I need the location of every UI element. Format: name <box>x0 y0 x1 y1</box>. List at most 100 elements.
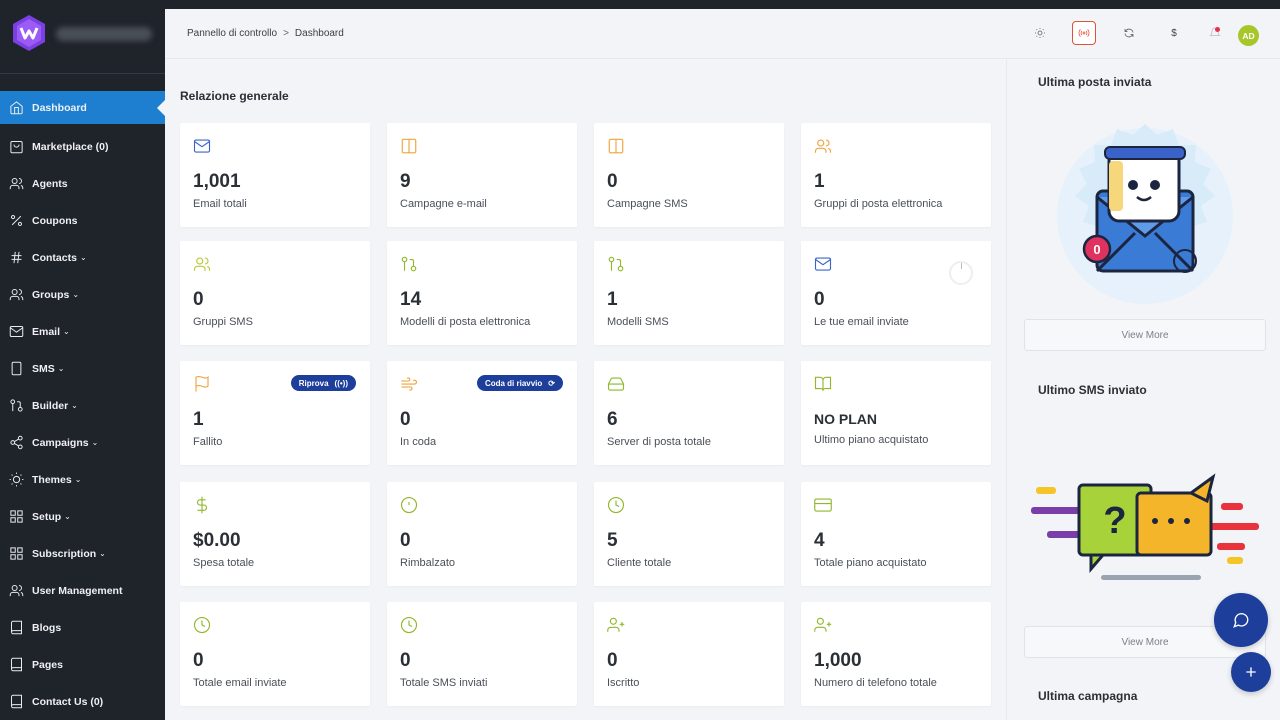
sidebar-item-contact-us-0[interactable]: Contact Us (0) <box>0 683 165 720</box>
sidebar-item-themes[interactable]: Themes ⌄ <box>0 461 165 498</box>
grid-icon <box>8 509 24 525</box>
refresh-icon[interactable] <box>1117 21 1141 45</box>
stat-card[interactable]: NO PLAN Ultimo piano acquistato <box>801 361 991 465</box>
theme-toggle-sun-icon[interactable] <box>1028 21 1052 45</box>
stat-card[interactable]: 0 Campagne SMS <box>594 123 784 227</box>
last-sms-title: Ultimo SMS inviato <box>1038 383 1147 397</box>
chevron-down-icon: ⌄ <box>99 549 106 558</box>
sidebar-item-setup[interactable]: Setup ⌄ <box>0 498 165 535</box>
stat-card[interactable]: 0 Gruppi SMS <box>180 241 370 345</box>
chat-button[interactable] <box>1214 593 1268 647</box>
book-icon <box>8 657 24 673</box>
stat-card[interactable]: 6 Server di posta totale <box>594 361 784 465</box>
sidebar-item-email[interactable]: Email ⌄ <box>0 313 165 350</box>
git-pull-icon <box>607 255 625 273</box>
bell-icon[interactable] <box>1203 21 1227 45</box>
stat-value: 0 <box>400 409 411 430</box>
stat-label: Totale piano acquistato <box>814 557 927 569</box>
retry-button[interactable]: Riprova ((•)) <box>290 375 356 391</box>
section-title: Relazione generale <box>180 89 289 103</box>
stat-card[interactable]: 5 Cliente totale <box>594 482 784 586</box>
chevron-down-icon: ⌄ <box>79 253 87 262</box>
breadcrumb-root[interactable]: Pannello di controllo <box>187 28 278 39</box>
stat-card[interactable]: 0 Totale SMS inviati <box>387 602 577 706</box>
sidebar-item-pages[interactable]: Pages <box>0 646 165 683</box>
sidebar-item-label: Coupons <box>32 214 78 227</box>
stat-card[interactable]: 0 In coda Coda di riavvio ⟳ <box>387 361 577 465</box>
stat-value: NO PLAN <box>814 411 877 427</box>
sidebar-item-label: Contacts <box>32 251 77 264</box>
breadcrumb-current: Dashboard <box>294 28 344 39</box>
sidebar-item-label: SMS <box>32 362 55 375</box>
avatar[interactable]: AD <box>1238 25 1259 46</box>
stat-card[interactable]: 14 Modelli di posta elettronica <box>387 241 577 345</box>
broadcast-icon[interactable] <box>1072 21 1096 45</box>
stat-card[interactable]: $0.00 Spesa totale <box>180 482 370 586</box>
add-button[interactable] <box>1231 652 1271 692</box>
view-more-mail-button[interactable]: View More <box>1024 319 1266 351</box>
sidebar-divider <box>0 73 165 74</box>
sidebar-item-agents[interactable]: Agents <box>0 165 165 202</box>
alert-circle-icon <box>400 496 418 514</box>
stat-value: 1,000 <box>814 650 862 671</box>
stat-card[interactable]: 9 Campagne e-mail <box>387 123 577 227</box>
stat-card[interactable]: 1,001 Email totali <box>180 123 370 227</box>
sidebar-item-blogs[interactable]: Blogs <box>0 609 165 646</box>
sidebar-item-label: Contact Us (0) <box>32 695 104 708</box>
sidebar-item-coupons[interactable]: Coupons <box>0 202 165 239</box>
book-icon <box>8 694 24 710</box>
pill-label: Riprova <box>298 378 329 388</box>
sidebar-item-label: Builder <box>32 399 69 412</box>
top-bar: Pannello di controllo > Dashboard $ AD <box>165 9 1280 59</box>
sidebar-item-label: User Management <box>32 584 123 597</box>
chevron-down-icon: ⌄ <box>57 364 65 373</box>
mail-count-badge: 0 <box>1093 242 1100 257</box>
stat-value: 1,001 <box>193 171 241 192</box>
stat-card[interactable]: 4 Totale piano acquistato <box>801 482 991 586</box>
columns-icon <box>400 137 418 155</box>
svg-text:?: ? <box>1103 500 1126 542</box>
stat-card[interactable]: 0 Le tue email inviate <box>801 241 991 345</box>
breadcrumb: Pannello di controllo > Dashboard <box>187 28 344 39</box>
stat-card[interactable]: 1 Fallito Riprova ((•)) <box>180 361 370 465</box>
broadcast-icon: ((•)) <box>334 378 348 388</box>
sidebar-item-subscription[interactable]: Subscription ⌄ <box>0 535 165 572</box>
top-strip <box>0 0 1280 9</box>
stat-card[interactable]: 1 Modelli SMS <box>594 241 784 345</box>
chevron-down-icon: ⌄ <box>74 475 82 484</box>
sidebar-item-sms[interactable]: SMS ⌄ <box>0 350 165 387</box>
stat-label: Fallito <box>193 436 223 448</box>
stat-label: Totale email inviate <box>193 677 287 689</box>
refresh-icon: ⟳ <box>548 378 555 388</box>
sidebar-item-user-management[interactable]: User Management <box>0 572 165 609</box>
restart-queue-button[interactable]: Coda di riavvio ⟳ <box>476 375 563 391</box>
currency-button[interactable]: $ <box>1171 27 1177 39</box>
sidebar-item-label: Subscription <box>32 547 97 560</box>
stat-value: 0 <box>814 289 825 310</box>
sidebar-item-label: Blogs <box>32 621 62 634</box>
chevron-down-icon: ⌄ <box>64 512 71 521</box>
stat-card[interactable]: 1,000 Numero di telefono totale <box>801 602 991 706</box>
stat-value: 14 <box>400 289 422 310</box>
stat-card[interactable]: 0 Totale email inviate <box>180 602 370 706</box>
sidebar-item-groups[interactable]: Groups ⌄ <box>0 276 165 313</box>
stat-label: Modelli di posta elettronica <box>400 316 531 328</box>
sidebar-item-campaigns[interactable]: Campaigns ⌄ <box>0 424 165 461</box>
stat-value: 0 <box>400 530 411 551</box>
stat-card[interactable]: 0 Rimbalzato <box>387 482 577 586</box>
sidebar-item-contacts[interactable]: Contacts ⌄ <box>0 239 165 276</box>
grid-icon <box>8 546 24 562</box>
sidebar-item-marketplace-0[interactable]: Marketplace (0) <box>0 128 165 165</box>
stat-card[interactable]: 1 Gruppi di posta elettronica <box>801 123 991 227</box>
clock-icon <box>400 616 418 634</box>
sidebar-item-builder[interactable]: Builder ⌄ <box>0 387 165 424</box>
stat-value: 5 <box>607 530 618 551</box>
last-campaign-title: Ultima campagna <box>1038 689 1138 703</box>
stat-value: 1 <box>814 171 825 192</box>
dollar-icon <box>193 496 211 514</box>
app-logo[interactable] <box>10 14 48 52</box>
sidebar-item-dashboard[interactable]: Dashboard <box>0 91 166 124</box>
notification-dot <box>1215 27 1220 32</box>
chevron-down-icon: ⌄ <box>63 327 70 336</box>
stat-card[interactable]: 0 Iscritto <box>594 602 784 706</box>
